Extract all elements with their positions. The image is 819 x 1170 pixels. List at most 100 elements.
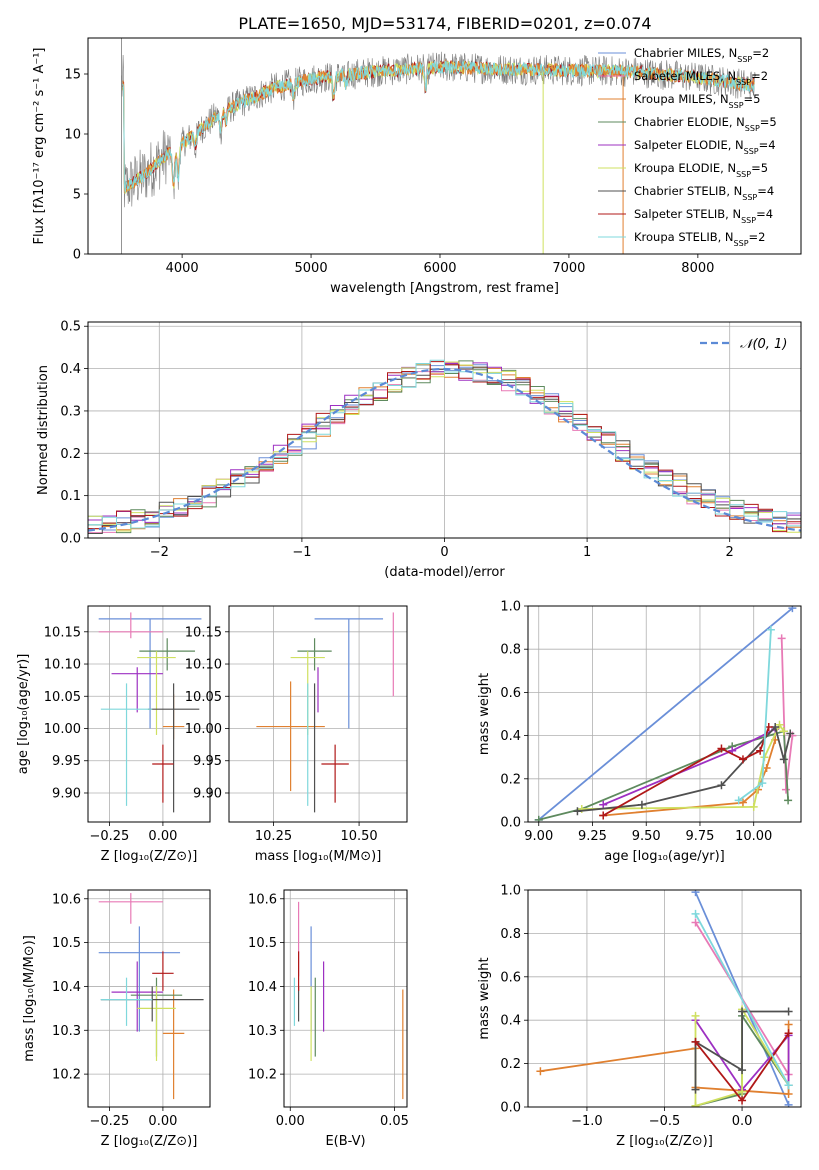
series-marker: [691, 1011, 700, 1020]
spectrum-xlabel: wavelength [Angstrom, rest frame]: [330, 281, 559, 296]
mass_vs_EBV-xlabel: E(B-V): [325, 1134, 365, 1149]
y-tick-label: 5: [73, 188, 81, 203]
series-marker: [536, 1067, 545, 1076]
y-tick-label: 0.2: [500, 772, 521, 787]
y-tick-label: 0.0: [500, 1101, 521, 1116]
age_vs_Z-frame: [87, 605, 211, 823]
x-tick-label: 9.25: [578, 829, 607, 844]
x-tick-label: 0.00: [276, 1114, 305, 1129]
mass_vs_Z-ylabel: mass [log₁₀(M/M⊙)]: [22, 935, 37, 1062]
y-tick-label: 10.10: [185, 658, 222, 673]
series-line-1: [780, 638, 794, 790]
series-marker: [781, 785, 790, 794]
series-marker: [738, 1096, 747, 1105]
spectrum-ylabel: Flux [fλ10⁻¹⁷ erg cm⁻² s⁻¹ A⁻¹]: [32, 48, 47, 245]
y-tick-label: 0.0: [60, 532, 81, 547]
x-tick-label: −0.25: [89, 1114, 129, 1129]
histogram-step-8: [88, 359, 801, 529]
residual-frame: [87, 321, 802, 539]
series-marker: [749, 802, 758, 811]
x-tick-label: 10.50: [340, 829, 377, 844]
y-tick-label: 0.6: [500, 970, 521, 985]
age_vs_mass-frame: [228, 605, 408, 823]
series-marker: [691, 909, 700, 918]
age_vs_Z-axes: −0.25 0.00 9.90 9.95 10.00 10.05 10.10 10.15: [44, 606, 210, 844]
mass_weight_vs_age-ylabel: mass weight: [477, 673, 492, 755]
y-tick-label: 10.05: [44, 690, 81, 705]
x-tick-label: −1.0: [571, 1114, 603, 1129]
mass_weight_vs_age-xlabel: age [log₁₀(age/yr)]: [604, 849, 725, 864]
series-marker: [738, 1087, 747, 1096]
series-marker: [756, 746, 765, 755]
series-marker: [784, 796, 793, 805]
mass_vs_Z-points: [98, 893, 204, 1100]
series-marker: [758, 779, 767, 788]
normal-curve: [88, 367, 801, 532]
legend-label: Chabrier ELODIE, NSSP=5: [634, 115, 777, 133]
series-marker: [599, 800, 608, 809]
x-tick-label: 4000: [166, 261, 199, 276]
spectrum-legend: Chabrier MILES, NSSP=2 Salpeter MILES, NS…: [598, 46, 777, 248]
series-marker: [738, 1007, 747, 1016]
mass_weight_vs_Z-ylabel: mass weight: [477, 957, 492, 1039]
x-tick-label: −2: [150, 545, 169, 560]
y-tick-label: 0: [73, 248, 81, 263]
series-line-4: [694, 1019, 790, 1092]
residual-ylabel: Normed distribution: [36, 365, 51, 495]
legend-label: Kroupa ELODIE, NSSP=5: [634, 161, 768, 179]
series-marker: [738, 798, 747, 807]
series-line-8: [694, 913, 790, 1086]
x-tick-label: −1: [292, 545, 311, 560]
y-tick-label: 1.0: [500, 884, 521, 899]
x-tick-label: 9.50: [632, 829, 661, 844]
y-tick-label: 9.95: [193, 754, 222, 769]
series-marker: [691, 890, 700, 897]
legend-label: Salpeter STELIB, NSSP=4: [634, 207, 773, 225]
residual-histograms: [88, 359, 801, 534]
mass_vs_Z-frame: [87, 889, 211, 1108]
spectrum-frame: [87, 37, 802, 255]
mass_weight_vs_Z-xlabel: Z [log₁₀(Z/Z⊙)]: [616, 1134, 713, 1149]
x-tick-label: −0.25: [89, 829, 129, 844]
y-tick-label: 0.6: [500, 686, 521, 701]
y-tick-label: 10.6: [52, 892, 81, 907]
age_vs_mass-axes: 10.25 10.50 9.90 9.95 10.00 10.05 10.10 10.15: [185, 606, 407, 844]
series-marker: [717, 781, 726, 790]
y-tick-label: 10.00: [185, 722, 222, 737]
series-marker: [777, 634, 786, 643]
legend-label: 𝒩(0, 1): [740, 337, 787, 352]
x-tick-label: 5000: [295, 261, 328, 276]
series-marker: [786, 729, 795, 738]
x-tick-label: 10.00: [735, 829, 772, 844]
y-tick-label: 10.2: [52, 1068, 81, 1083]
x-tick-label: 10.25: [255, 829, 292, 844]
x-tick-label: 1: [583, 545, 591, 560]
series-marker: [599, 811, 608, 820]
y-tick-label: 0.1: [60, 489, 81, 504]
series-marker: [788, 606, 797, 613]
y-tick-label: 0.0: [500, 816, 521, 831]
series-marker: [784, 1007, 793, 1016]
x-tick-label: 0.00: [148, 1114, 177, 1129]
y-tick-label: 10.3: [248, 1024, 277, 1039]
spectrum-lines: [121, 38, 757, 254]
x-tick-label: 0.00: [148, 829, 177, 844]
x-tick-label: 8000: [681, 261, 714, 276]
y-tick-label: 10.5: [248, 936, 277, 951]
y-tick-label: 0.4: [60, 362, 81, 377]
series-marker: [691, 918, 700, 927]
x-tick-label: 0: [440, 545, 448, 560]
x-tick-label: 0.0: [732, 1114, 753, 1129]
y-tick-label: 10: [64, 128, 81, 143]
legend-label: Chabrier STELIB, NSSP=4: [634, 184, 774, 202]
y-tick-label: 10.3: [52, 1024, 81, 1039]
mass_vs_Z-xlabel: Z [log₁₀(Z/Z⊙)]: [101, 1134, 198, 1149]
mass_vs_Z-axes: −0.25 0.00 10.2 10.3 10.4 10.5 10.6: [52, 890, 210, 1129]
legend-label: Salpeter ELODIE, NSSP=4: [634, 138, 776, 156]
mass_weight_vs_age-series: [534, 606, 797, 822]
series-marker: [717, 744, 726, 753]
y-tick-label: 0.2: [500, 1057, 521, 1072]
series-marker: [775, 720, 784, 729]
